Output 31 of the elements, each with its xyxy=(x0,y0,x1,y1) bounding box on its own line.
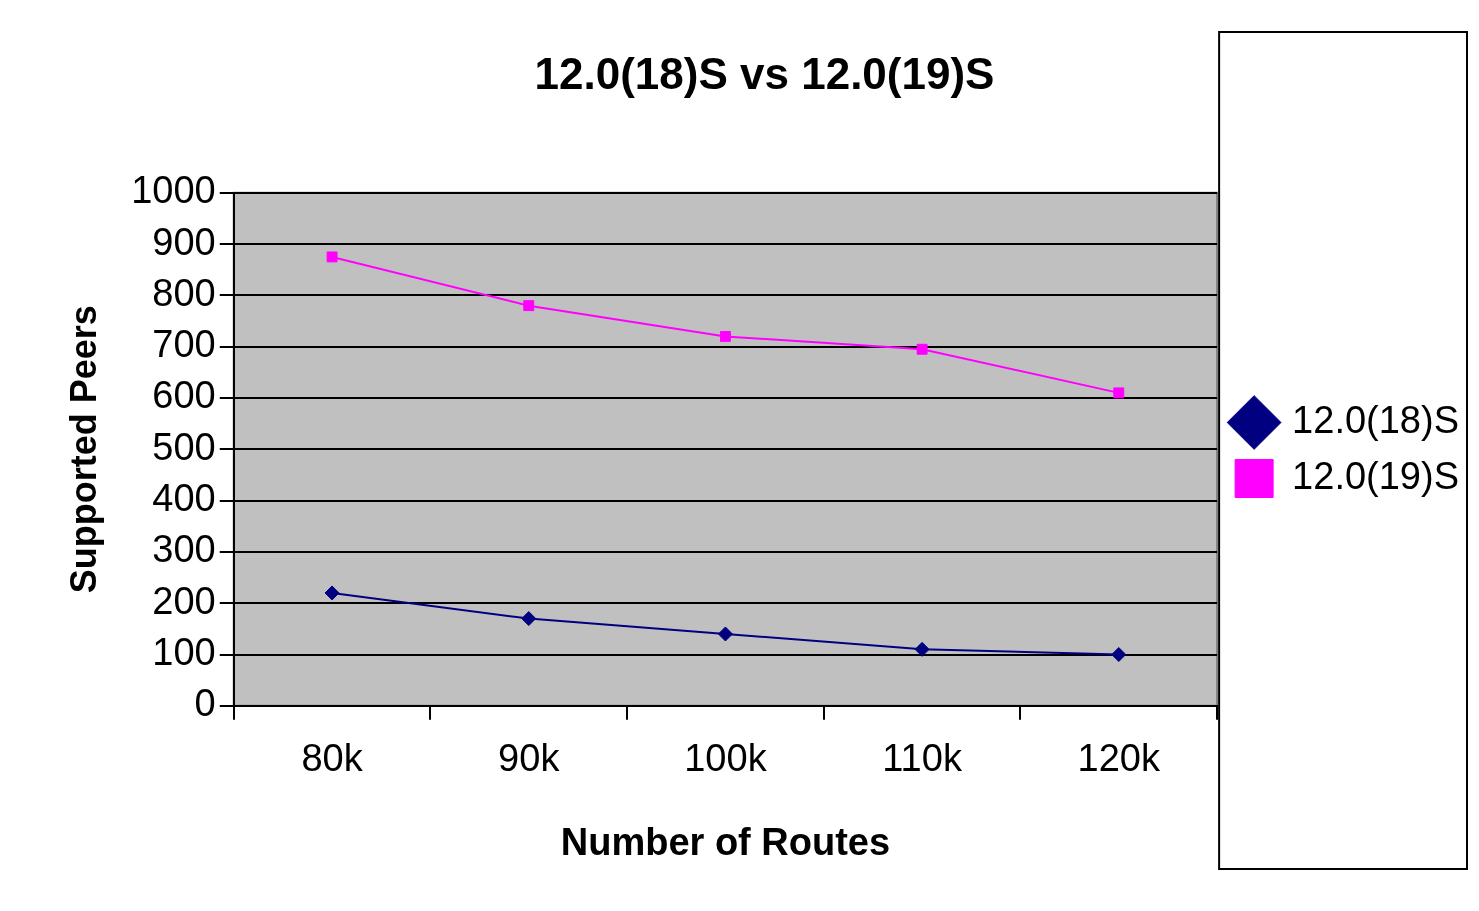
x-tick-label: 100k xyxy=(684,737,768,780)
point xyxy=(1113,387,1125,399)
y-tick-label: 500 xyxy=(152,425,216,468)
y-tick-label: 0 xyxy=(194,682,216,725)
point xyxy=(324,585,340,601)
y-tick-label: 300 xyxy=(152,528,216,571)
point xyxy=(914,641,930,657)
chart-title: 12.0(18)S vs 12.0(19)S xyxy=(534,48,995,98)
x-axis-title: Number of Routes xyxy=(560,820,891,863)
point xyxy=(719,330,731,342)
point xyxy=(916,343,928,355)
y-tick-label: 600 xyxy=(152,374,216,417)
y-tick-label: 100 xyxy=(152,630,216,673)
y-tick-label: 200 xyxy=(152,579,216,622)
y-tick-label: 900 xyxy=(152,220,216,263)
x-tick-label: 110k xyxy=(882,737,963,780)
y-tick-label: 700 xyxy=(152,323,216,366)
point xyxy=(1111,647,1127,662)
point xyxy=(326,251,338,263)
point xyxy=(521,611,537,627)
legend-label: 12.0(19)S xyxy=(1292,454,1460,497)
y-tick-label: 1000 xyxy=(131,169,216,212)
x-tick-label: 90k xyxy=(498,737,561,780)
x-tick-label: 80k xyxy=(301,737,364,780)
point xyxy=(523,300,535,312)
point xyxy=(717,626,733,642)
y-tick-label: 800 xyxy=(152,271,216,314)
legend-label: 12.0(18)S xyxy=(1292,398,1460,441)
y-tick-label: 400 xyxy=(152,477,216,520)
x-tick-label: 120k xyxy=(1077,737,1161,780)
y-axis-title: Supported Peers xyxy=(62,305,104,594)
